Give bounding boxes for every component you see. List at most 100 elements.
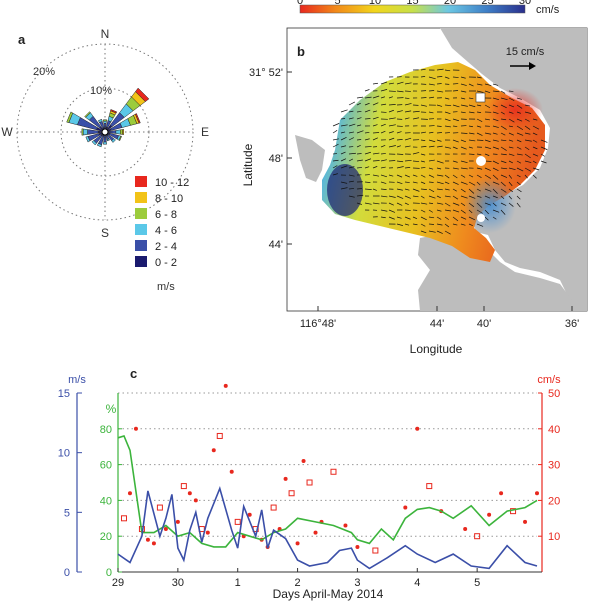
colorbar [299, 4, 526, 14]
ring-label-10: 10% [90, 85, 112, 97]
flow-vector [420, 195, 425, 199]
flow-vector [444, 97, 450, 100]
scatter-point [247, 512, 252, 517]
flow-vector [436, 125, 442, 127]
flow-vector [508, 160, 514, 164]
flow-vector [364, 89, 370, 92]
flow-vector [404, 181, 410, 183]
flow-vector [492, 209, 500, 213]
flow-vector [380, 130, 386, 134]
scale-arrow-label: 15 cm/s [506, 46, 545, 58]
flow-vector [524, 153, 531, 159]
flow-vector [484, 160, 492, 162]
flow-vector [332, 130, 338, 134]
flow-vector [460, 139, 467, 143]
flow-vector [532, 125, 540, 130]
flow-vector [412, 188, 420, 192]
flow-vector [388, 117, 396, 120]
flow-vector [332, 159, 339, 162]
flow-vector [476, 125, 482, 128]
flow-vector [476, 223, 484, 227]
flow-vector [444, 146, 452, 149]
flow-vector [532, 118, 538, 121]
flow-vector [396, 188, 403, 191]
flow-vector [364, 102, 370, 106]
flow-vector [476, 188, 481, 192]
flow-vector [396, 181, 403, 185]
time-tick-4: 4 [414, 577, 420, 589]
flow-vector [452, 125, 458, 127]
flow-vector [436, 160, 444, 164]
flow-vector [380, 188, 387, 190]
flow-vector [340, 124, 348, 127]
flow-vector [468, 188, 475, 194]
scatter-point [145, 537, 150, 542]
flow-vector [508, 111, 514, 114]
legend-label-5: 0 - 2 [155, 257, 177, 269]
flow-vector [340, 187, 348, 190]
flow-vector [452, 181, 459, 185]
flow-vector [396, 174, 403, 178]
unit-speed: m/s [68, 374, 86, 386]
flow-vector [372, 102, 379, 106]
flow-vector [524, 146, 530, 151]
flow-vector [396, 216, 402, 219]
flow-vector [364, 188, 372, 190]
flow-vector [484, 202, 491, 206]
flow-vector [460, 97, 466, 100]
flow-vector [452, 167, 459, 170]
panel-a: a N E S W 10% 20% 10 - 12 8 - 10 6 - 8 4 - … [1, 27, 209, 293]
flow-vector [516, 104, 523, 109]
flow-vector [476, 167, 483, 170]
flow-vector [364, 118, 371, 120]
flow-vector [412, 117, 420, 120]
flow-vector [492, 125, 499, 128]
flow-vector [380, 181, 387, 184]
pct-tick-40: 40 [100, 495, 112, 507]
flow-vector [540, 160, 547, 164]
rose-bar-202.5-2 [96, 143, 102, 148]
flow-vector [484, 132, 492, 135]
flow-vector [444, 230, 451, 235]
flow-vector [348, 174, 355, 177]
flow-vector [532, 132, 538, 136]
rose-grid [16, 43, 194, 221]
flow-vector [444, 202, 451, 207]
flow-vector [484, 83, 492, 86]
flow-vector [460, 223, 466, 226]
flow-vector [420, 153, 426, 156]
flow-vector [388, 109, 394, 113]
flow-vector [508, 97, 515, 102]
flow-vector [476, 111, 482, 113]
flow-vector [372, 82, 378, 85]
flow-vector [516, 174, 521, 178]
flow-vector [460, 90, 467, 93]
flow-vector [364, 151, 371, 155]
flow-vector [516, 139, 522, 143]
flow-vector [452, 146, 458, 150]
time-tick-1: 1 [235, 577, 241, 589]
flow-vector [492, 104, 498, 108]
flow-vector [484, 188, 492, 192]
flow-vector [468, 83, 474, 87]
flow-vector [444, 181, 450, 185]
flow-vector [380, 166, 386, 169]
scatter-point [499, 491, 504, 496]
flow-vector [484, 209, 489, 215]
flow-vector [388, 174, 394, 177]
rose-bar-270-3 [81, 128, 84, 136]
flow-vector [388, 209, 396, 213]
flow-vector [476, 174, 482, 178]
flow-vector [436, 104, 443, 107]
flow-vector [364, 158, 372, 162]
scatter-point [151, 541, 156, 546]
legend-swatch-3 [135, 224, 147, 235]
land-east [440, 28, 587, 311]
flow-vector [380, 209, 388, 212]
flow-vector [436, 167, 442, 170]
rose-bar-0-1 [103, 123, 107, 128]
flow-vector [396, 131, 402, 134]
flow-vector [436, 202, 444, 205]
map-xtick-1: 44' [430, 318, 444, 330]
flow-vector [404, 137, 412, 141]
